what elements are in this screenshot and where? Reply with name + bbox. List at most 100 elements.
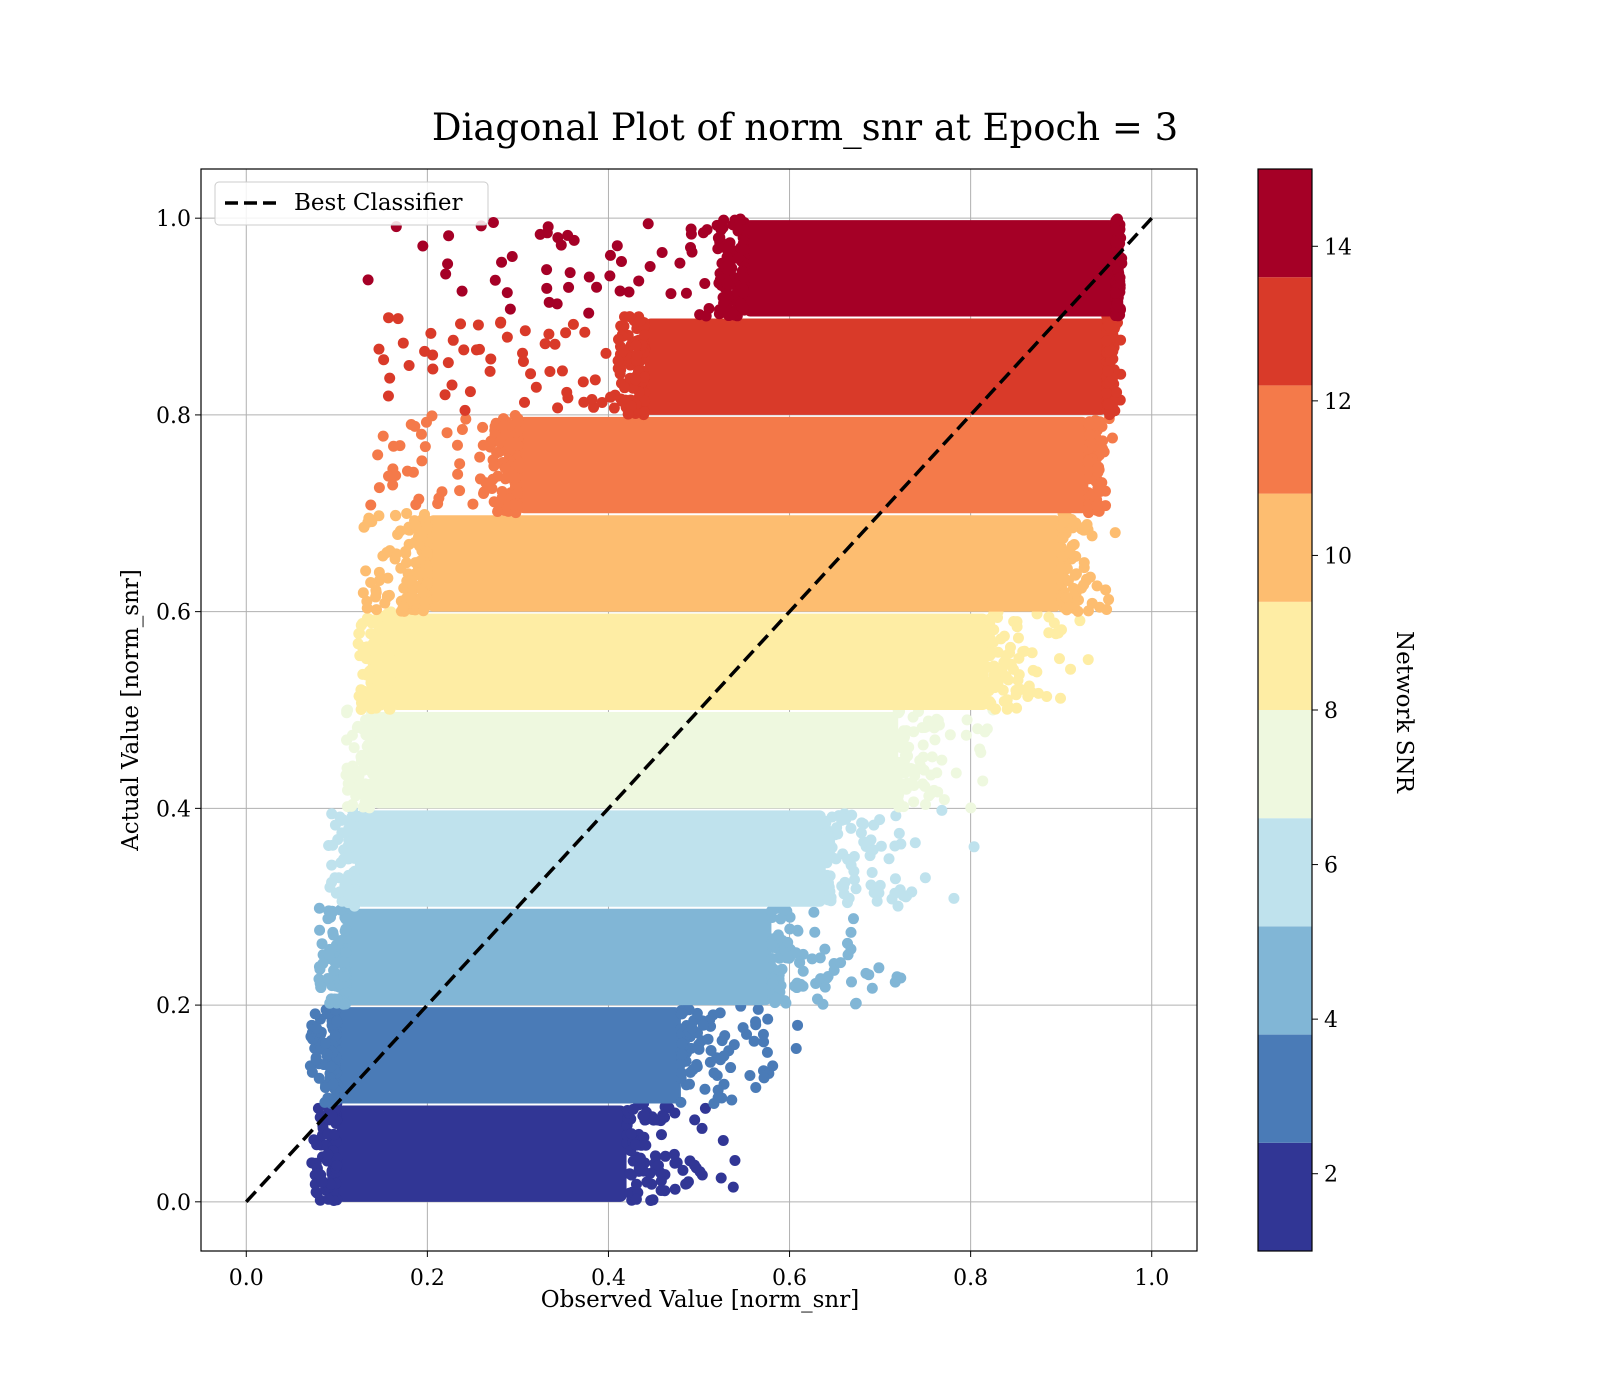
scatter-point — [458, 344, 470, 356]
scatter-point — [370, 584, 382, 596]
scatter-point — [467, 498, 479, 510]
y-tick-label: 0.4 — [156, 797, 191, 822]
scatter-point — [519, 325, 531, 337]
axes-frame — [200, 168, 1198, 1252]
scatter-point — [499, 462, 511, 474]
scatter-point — [328, 1129, 340, 1141]
scatter-point — [325, 993, 337, 1005]
scatter-point — [733, 252, 745, 264]
scatter-point — [1115, 334, 1127, 346]
scatter-point — [384, 617, 396, 629]
scatter-point — [1074, 615, 1086, 627]
scatter-point — [792, 1019, 804, 1031]
reference-line-group — [244, 216, 1154, 1204]
y-tick-label: 0.6 — [156, 601, 191, 626]
scatter-point — [329, 1030, 341, 1042]
scatter-point — [362, 274, 374, 286]
scatter-point — [384, 372, 396, 384]
scatter-point — [441, 427, 453, 439]
scatter-point — [321, 1048, 333, 1060]
scatter-point — [909, 837, 921, 849]
scatter-point — [578, 396, 590, 408]
scatter-point — [668, 1148, 680, 1160]
colorbar-tick-label: 14 — [1324, 235, 1352, 260]
scatter-point — [874, 814, 886, 826]
scatter-point — [1111, 298, 1123, 310]
scatter-point — [511, 487, 523, 499]
scatter-point — [394, 525, 406, 537]
scatter-point — [1060, 592, 1072, 604]
scatter-point — [496, 256, 508, 268]
scatter-point — [336, 895, 348, 907]
scatter-point — [677, 1164, 689, 1176]
scatter-point — [369, 656, 381, 668]
scatter-point — [407, 466, 419, 478]
colorbar-tick-label: 10 — [1324, 544, 1352, 569]
scatter-point — [850, 883, 862, 895]
scatter-point — [914, 755, 926, 767]
scatter-point — [655, 1184, 667, 1196]
scatter-point — [656, 246, 668, 258]
scatter-point — [340, 913, 352, 925]
scatter-point — [416, 455, 428, 467]
scatter-point — [314, 924, 326, 936]
scatter-point — [948, 892, 960, 904]
scatter-point — [404, 592, 416, 604]
scatter-point — [795, 978, 807, 990]
scatter-point — [451, 439, 463, 451]
scatter-point — [961, 714, 973, 726]
scatter-point — [417, 586, 429, 598]
scatter-point — [644, 260, 656, 272]
scatter-point — [1091, 580, 1103, 592]
scatter-point — [358, 521, 370, 533]
scatter-point — [841, 897, 853, 909]
scatter-points — [304, 213, 1128, 1207]
scatter-point — [349, 900, 361, 912]
scatter-point — [748, 1035, 760, 1047]
scatter-point — [737, 1022, 749, 1034]
scatter-point — [608, 402, 620, 414]
scatter-point — [320, 1037, 332, 1049]
scatter-point — [1111, 386, 1123, 398]
scatter-point — [373, 623, 385, 635]
scatter-point — [814, 952, 826, 964]
scatter-point — [727, 1181, 739, 1193]
scatter-point — [936, 754, 948, 766]
scatter-point — [809, 926, 821, 938]
scatter-point — [659, 1150, 671, 1162]
scatter-point — [674, 257, 686, 269]
scatter-point — [346, 798, 358, 810]
scatter-point — [348, 742, 360, 754]
scatter-point — [325, 1061, 337, 1073]
scatter-point — [750, 1016, 762, 1028]
scatter-point — [889, 873, 901, 885]
colorbar-segment — [1258, 385, 1312, 494]
scatter-point — [365, 499, 377, 511]
scatter-point — [387, 479, 399, 491]
scatter-point — [1011, 621, 1023, 633]
scatter-point — [928, 722, 940, 734]
scatter-point — [420, 416, 432, 428]
scatter-point — [925, 788, 937, 800]
scatter-point — [866, 866, 878, 878]
scatter-point — [890, 810, 902, 822]
scatter-point — [873, 887, 885, 899]
y-tick-label: 0.8 — [156, 404, 191, 429]
scatter-point — [440, 268, 452, 280]
scatter-point — [361, 612, 373, 624]
scatter-point — [725, 1062, 737, 1074]
scatter-point — [617, 344, 629, 356]
scatter-point — [415, 428, 427, 440]
scatter-point — [680, 287, 692, 299]
scatter-point — [530, 381, 542, 393]
scatter-point — [577, 376, 589, 388]
scatter-point — [501, 287, 513, 299]
scatter-point — [700, 310, 712, 322]
scatter-point — [1096, 443, 1108, 455]
scatter-point — [847, 913, 859, 925]
scatter-point — [612, 355, 624, 367]
scatter-point — [977, 775, 989, 787]
scatter-point — [385, 694, 397, 706]
scatter-point — [630, 1193, 642, 1205]
scatter-point — [790, 947, 802, 959]
